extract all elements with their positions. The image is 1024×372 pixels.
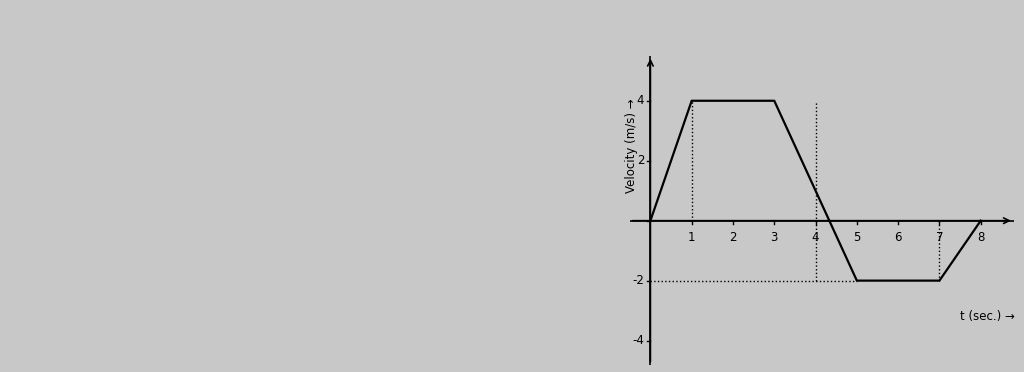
Text: 2: 2 <box>729 231 736 244</box>
Text: 7: 7 <box>936 231 943 244</box>
Text: -2: -2 <box>633 274 644 287</box>
Text: 4: 4 <box>812 231 819 244</box>
Text: -4: -4 <box>633 334 644 347</box>
Text: 4: 4 <box>637 94 644 107</box>
Text: Velocity (m/s) →: Velocity (m/s) → <box>626 99 638 193</box>
Text: 1: 1 <box>688 231 695 244</box>
Text: 8: 8 <box>977 231 984 244</box>
Text: t (sec.) →: t (sec.) → <box>961 310 1015 323</box>
Text: 3: 3 <box>771 231 778 244</box>
Text: 2: 2 <box>637 154 644 167</box>
Text: 6: 6 <box>894 231 902 244</box>
Text: 5: 5 <box>853 231 860 244</box>
